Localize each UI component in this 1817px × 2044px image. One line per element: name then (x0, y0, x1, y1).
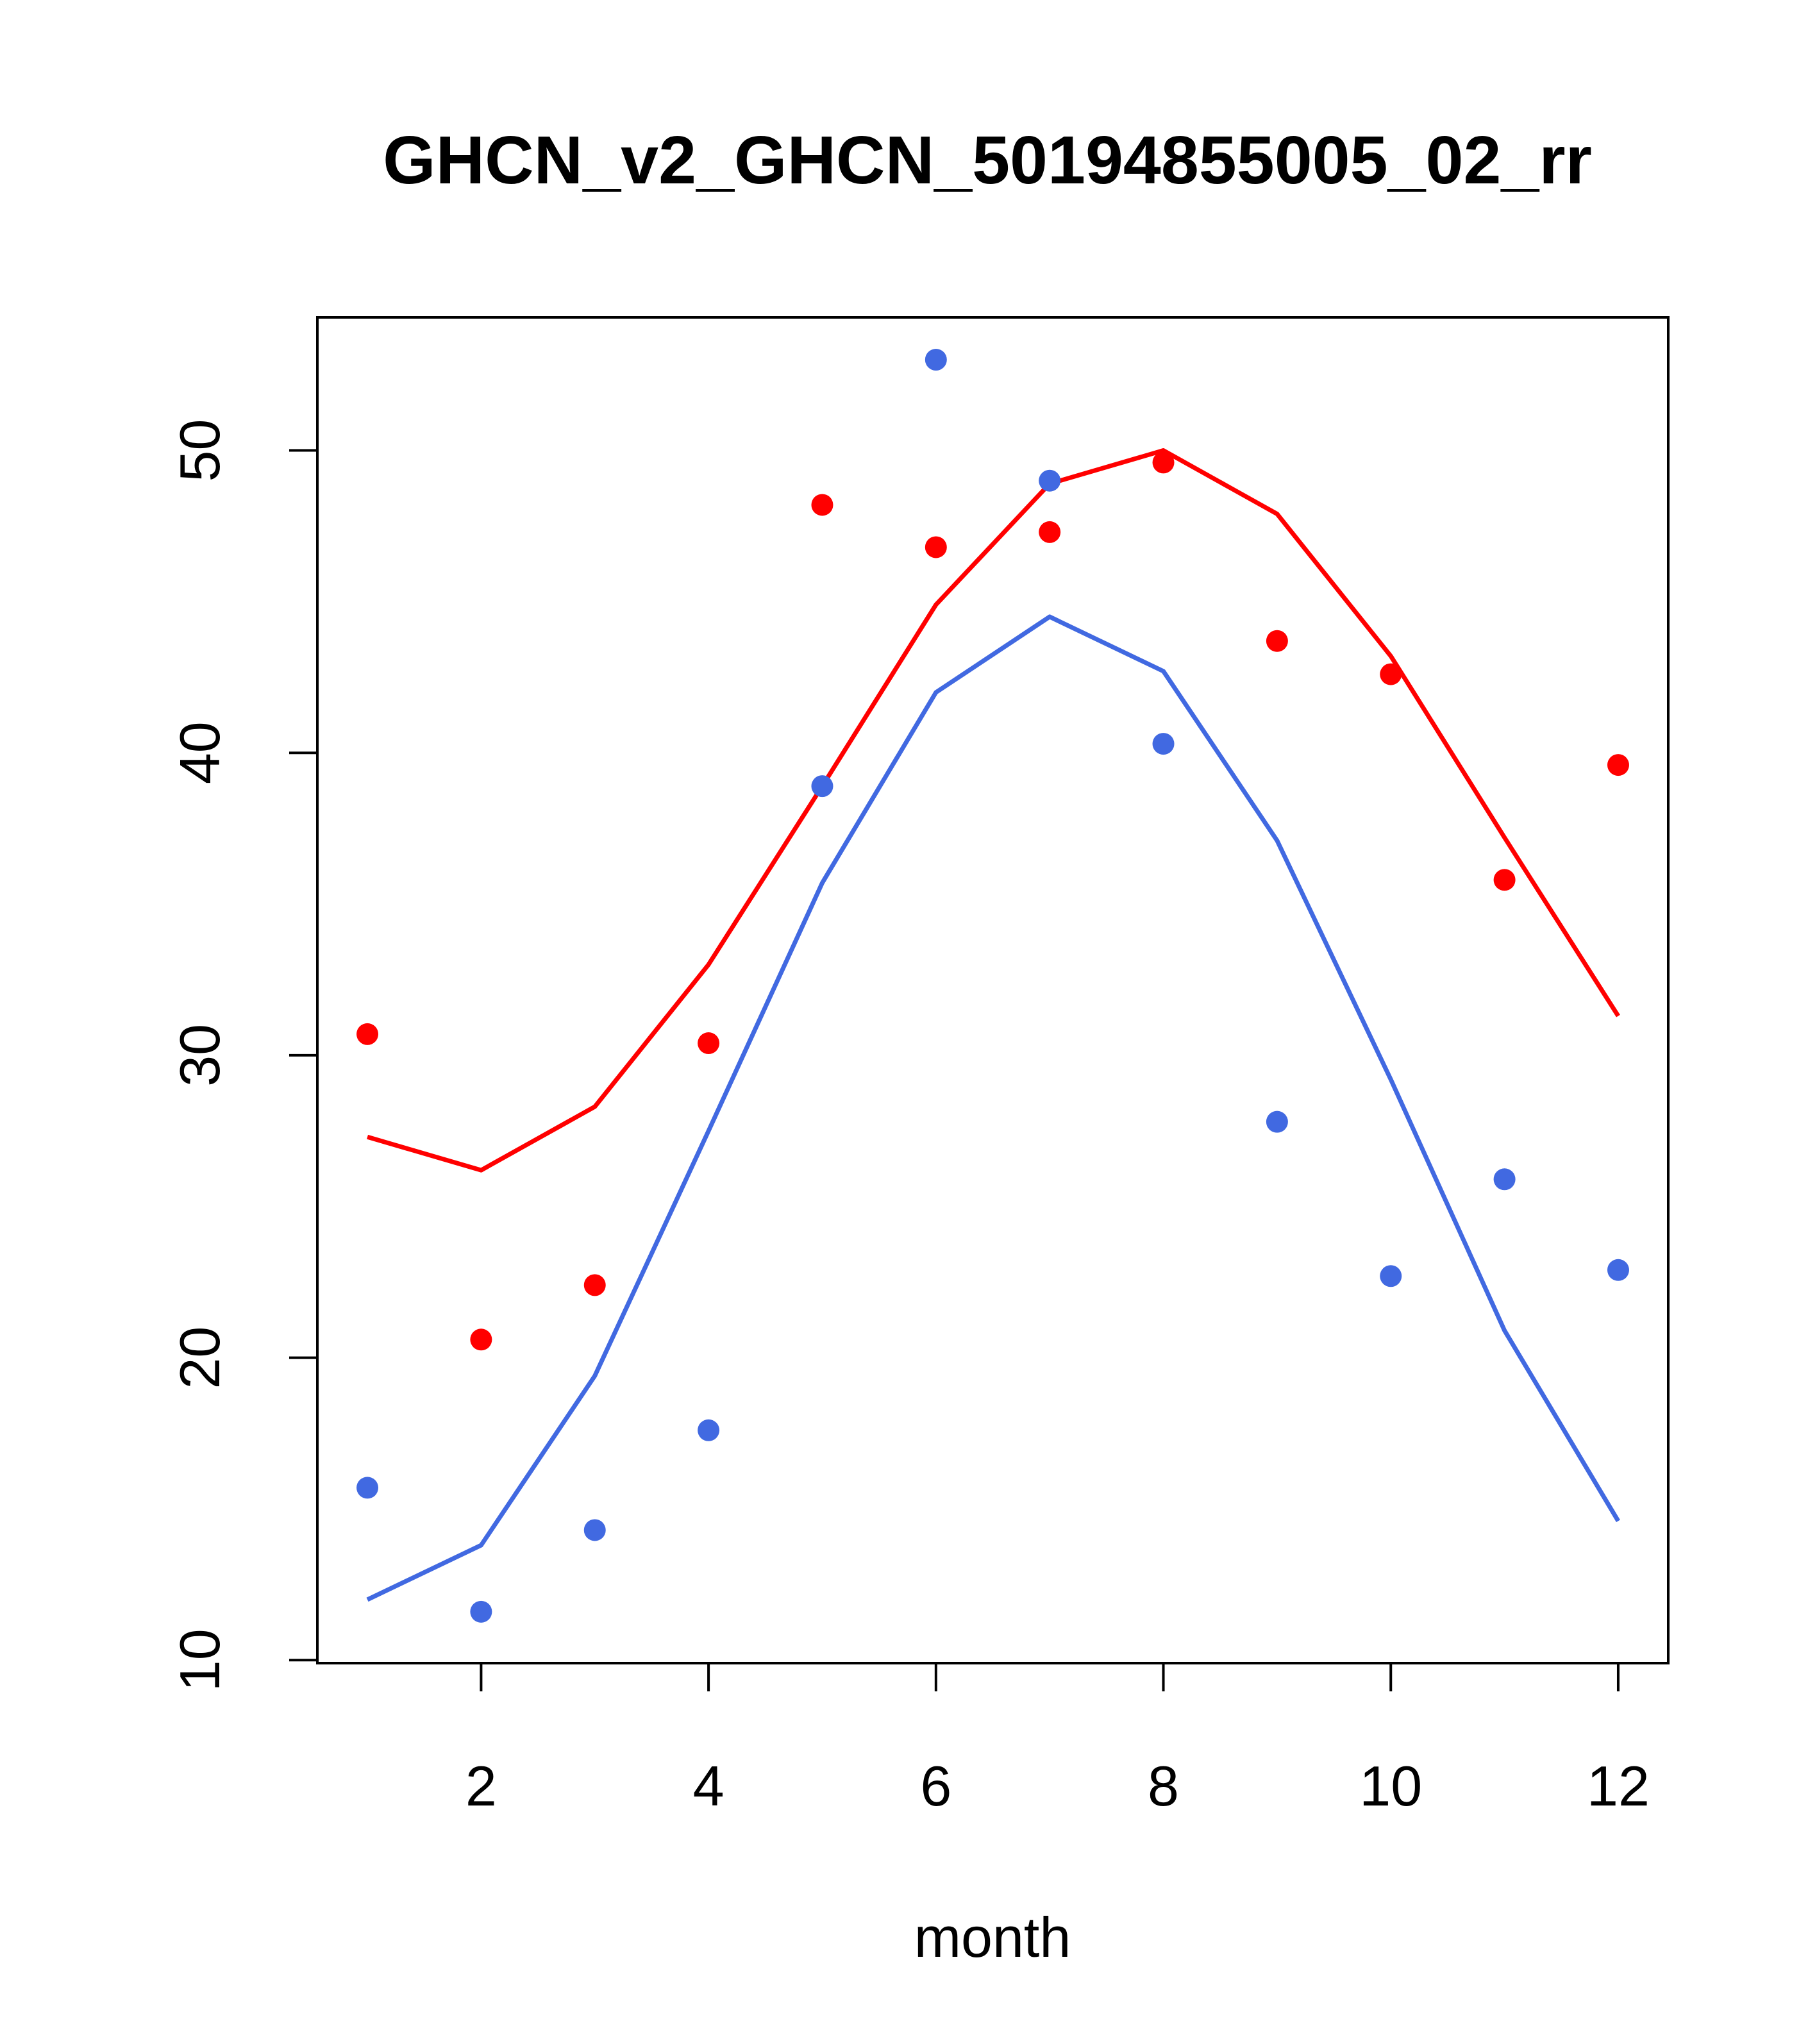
y-tick-label: 10 (168, 1629, 231, 1691)
plot-frame (316, 316, 1670, 1664)
series-2-point (1607, 1259, 1629, 1281)
series-1-point (698, 1032, 720, 1055)
series-2-point (925, 349, 947, 371)
series-1-point (583, 1274, 606, 1296)
series-2-point (356, 1477, 379, 1499)
series-1-point (925, 536, 947, 558)
series-1-point (1266, 630, 1288, 652)
series-1-point (1039, 521, 1061, 543)
y-tick-label: 50 (168, 419, 231, 482)
series-2-line (366, 614, 1620, 1602)
series-1-line (367, 448, 1620, 1173)
series-2-point (1380, 1265, 1402, 1287)
series-1-point (1607, 754, 1629, 776)
series-1-point (356, 1023, 379, 1045)
series-1-point (470, 1328, 492, 1351)
series-2-point (698, 1419, 720, 1441)
series-2-point (1152, 733, 1175, 755)
series-2-point (811, 775, 833, 798)
x-axis-label: month (914, 1906, 1071, 1969)
series-layer (356, 349, 1629, 1623)
y-tick-label: 40 (168, 721, 231, 784)
series-1-point (1152, 451, 1175, 474)
x-tick-label: 10 (1359, 1754, 1422, 1818)
x-tick-label: 2 (465, 1754, 497, 1818)
series-2-point (1039, 469, 1061, 492)
series-1-point (1380, 663, 1402, 685)
series-1-point (811, 494, 833, 516)
series-2-point (470, 1600, 492, 1623)
y-tick-label: 30 (168, 1024, 231, 1087)
x-tick-label: 12 (1587, 1754, 1650, 1818)
x-tick-label: 6 (920, 1754, 951, 1818)
y-tick-label: 20 (168, 1327, 231, 1389)
series-2-point (1266, 1110, 1288, 1133)
chart-title: GHCN_v2_GHCN_50194855005_02_rr (383, 122, 1592, 198)
series-2-point (583, 1519, 606, 1541)
series-1-point (1493, 869, 1516, 891)
y-axis: 10 20 30 40 50 (168, 419, 319, 1691)
x-axis: 2 4 6 8 10 12 (465, 1662, 1650, 1818)
x-tick-label: 8 (1148, 1754, 1179, 1818)
x-tick-label: 4 (693, 1754, 724, 1818)
series-2-point (1493, 1168, 1516, 1191)
